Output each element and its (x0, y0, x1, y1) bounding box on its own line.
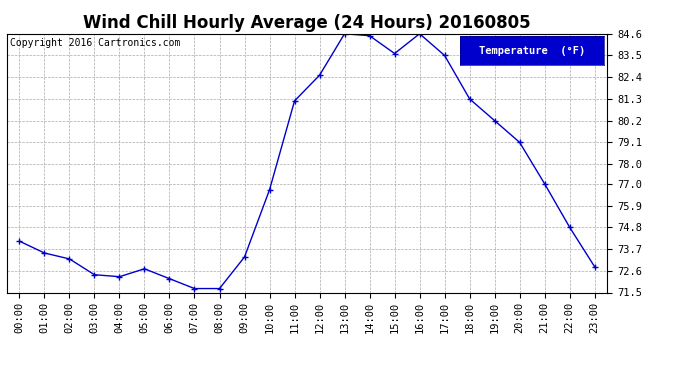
Text: Copyright 2016 Cartronics.com: Copyright 2016 Cartronics.com (10, 38, 180, 48)
Title: Wind Chill Hourly Average (24 Hours) 20160805: Wind Chill Hourly Average (24 Hours) 201… (83, 14, 531, 32)
